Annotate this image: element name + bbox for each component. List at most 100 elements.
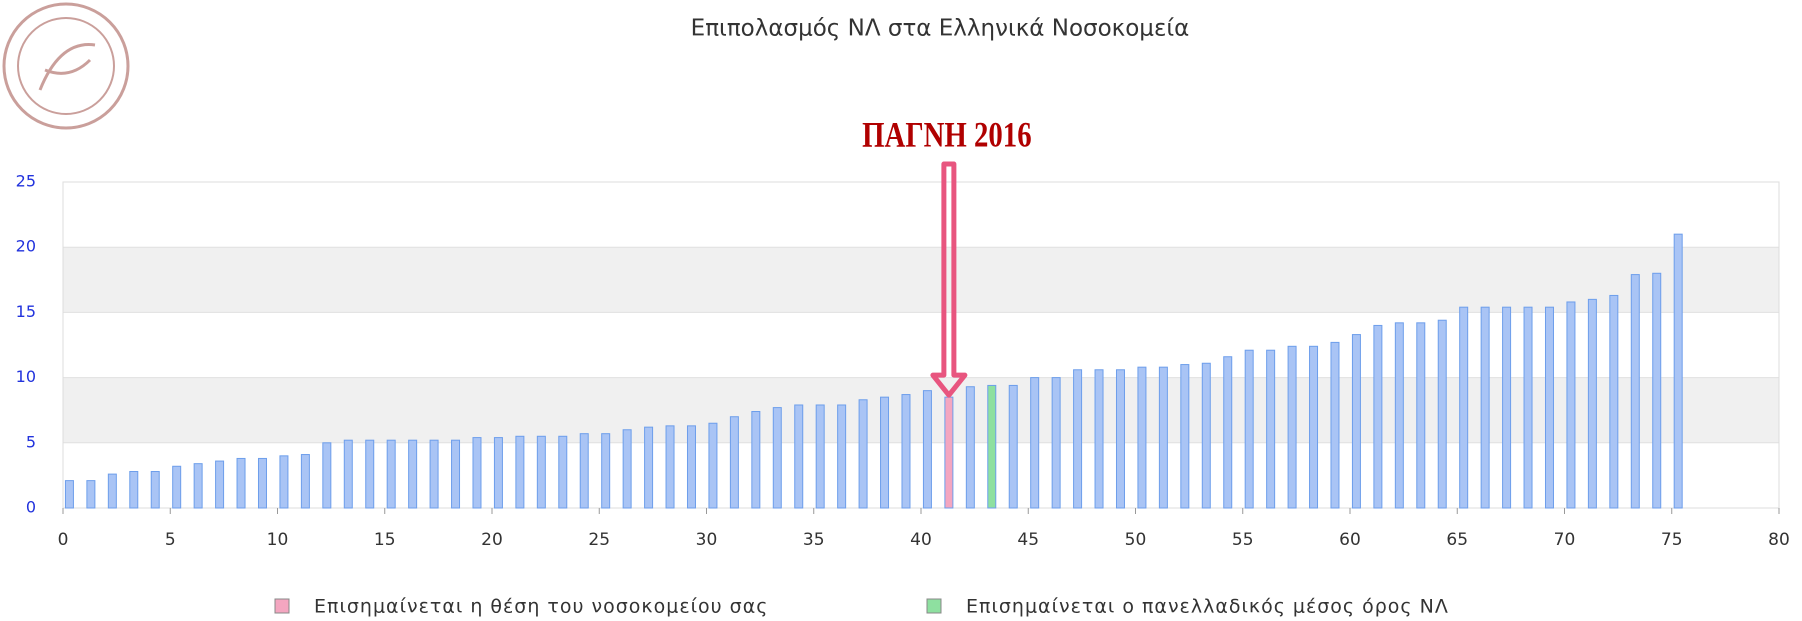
bar bbox=[1287, 345, 1297, 509]
chart-title: Επιπολασμός ΝΛ στα Ελληνικά Νοσοκομεία bbox=[691, 16, 1190, 42]
bar bbox=[236, 457, 246, 509]
plot-frame bbox=[62, 181, 1780, 509]
bar bbox=[987, 384, 997, 509]
bar bbox=[1523, 306, 1533, 509]
y-tick-label: 0 bbox=[26, 498, 36, 517]
bar bbox=[1051, 377, 1061, 509]
bar bbox=[215, 460, 225, 509]
bar bbox=[343, 439, 353, 509]
bar bbox=[965, 386, 975, 509]
bar bbox=[1223, 356, 1233, 509]
bar bbox=[1394, 322, 1404, 509]
bar bbox=[515, 435, 525, 509]
logo bbox=[2, 2, 130, 130]
bar bbox=[1073, 369, 1083, 509]
grid-band bbox=[63, 247, 1779, 313]
x-tick-label: 40 bbox=[910, 530, 932, 550]
bar bbox=[1587, 298, 1597, 509]
bar bbox=[1673, 233, 1683, 509]
bar bbox=[922, 390, 932, 509]
annotation-arrow bbox=[930, 161, 968, 398]
bar bbox=[1437, 319, 1447, 509]
bar bbox=[86, 480, 96, 509]
bar bbox=[794, 404, 804, 509]
bar bbox=[751, 411, 761, 509]
bar bbox=[815, 404, 825, 509]
x-tick-label: 30 bbox=[696, 530, 718, 550]
bar bbox=[1094, 369, 1104, 509]
bar bbox=[129, 470, 139, 509]
x-tick-label: 80 bbox=[1768, 530, 1790, 550]
bar bbox=[1008, 384, 1018, 509]
bar bbox=[1309, 345, 1319, 509]
bar bbox=[386, 439, 396, 509]
y-tick-label: 20 bbox=[16, 237, 36, 256]
bar bbox=[729, 416, 739, 509]
bar bbox=[322, 442, 332, 509]
bar bbox=[858, 399, 868, 509]
bar bbox=[1544, 306, 1554, 509]
bar bbox=[1652, 272, 1662, 509]
bar bbox=[772, 407, 782, 509]
bar bbox=[172, 465, 182, 509]
y-tick-label: 25 bbox=[16, 172, 36, 191]
bar bbox=[1330, 341, 1340, 509]
x-tick-label: 25 bbox=[588, 530, 610, 550]
bar bbox=[1351, 334, 1361, 509]
bar bbox=[1244, 349, 1254, 509]
bar bbox=[493, 437, 503, 509]
bar bbox=[536, 435, 546, 509]
bar bbox=[408, 439, 418, 509]
bar bbox=[837, 404, 847, 509]
bar bbox=[1459, 306, 1469, 509]
bar bbox=[1502, 306, 1512, 509]
bar bbox=[708, 422, 718, 509]
x-tick-label: 55 bbox=[1232, 530, 1254, 550]
x-tick-label: 10 bbox=[267, 530, 289, 550]
x-tick-label: 60 bbox=[1339, 530, 1361, 550]
annotation: ΠΑΓΝΗ 2016 bbox=[862, 115, 1031, 155]
bar bbox=[107, 473, 117, 509]
bar bbox=[300, 454, 310, 509]
bar bbox=[686, 425, 696, 509]
x-tick-label: 50 bbox=[1125, 530, 1147, 550]
bar bbox=[1266, 349, 1276, 509]
bar bbox=[1609, 294, 1619, 509]
legend-label: Επισημαίνεται ο πανελλαδικός μέσος όρος … bbox=[966, 596, 1449, 618]
y-tick-label: 10 bbox=[16, 367, 36, 386]
y-tick-label: 15 bbox=[16, 302, 36, 321]
bar bbox=[64, 480, 74, 509]
legend-label: Επισημαίνεται η θέση του νοσοκομείου σας bbox=[314, 596, 768, 618]
x-tick-label: 5 bbox=[165, 530, 176, 550]
x-tick-label: 65 bbox=[1446, 530, 1468, 550]
bar bbox=[472, 437, 482, 509]
bar bbox=[1180, 364, 1190, 509]
bar bbox=[622, 429, 632, 509]
bar bbox=[665, 425, 675, 509]
x-tick-label: 0 bbox=[58, 530, 69, 550]
bar bbox=[558, 435, 568, 509]
bar bbox=[279, 455, 289, 509]
bar bbox=[1158, 366, 1168, 509]
x-tick-label: 45 bbox=[1017, 530, 1039, 550]
bar bbox=[1137, 366, 1147, 509]
bar bbox=[901, 394, 911, 509]
bar bbox=[944, 396, 954, 509]
bar bbox=[880, 396, 890, 509]
bar bbox=[193, 463, 203, 509]
x-tick-label: 70 bbox=[1554, 530, 1576, 550]
bar bbox=[1201, 362, 1211, 509]
legend-swatch bbox=[926, 598, 942, 614]
bar bbox=[1480, 306, 1490, 509]
bar bbox=[1566, 301, 1576, 509]
bar bbox=[429, 439, 439, 509]
bar bbox=[601, 433, 611, 509]
x-tick-label: 75 bbox=[1661, 530, 1683, 550]
bar bbox=[1115, 369, 1125, 509]
bar bbox=[1630, 274, 1640, 509]
grid-band bbox=[63, 377, 1779, 443]
bar bbox=[1373, 324, 1383, 509]
bar bbox=[150, 470, 160, 509]
bar bbox=[451, 439, 461, 509]
